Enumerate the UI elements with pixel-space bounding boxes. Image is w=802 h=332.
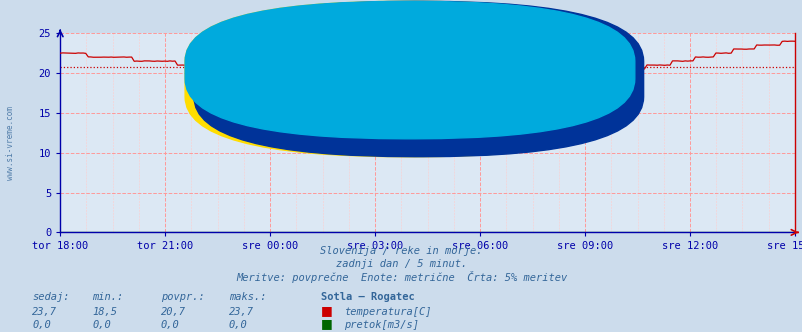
Text: 18,5: 18,5 — [92, 307, 117, 317]
Text: www.si-vreme.com: www.si-vreme.com — [286, 126, 568, 152]
Text: 0,0: 0,0 — [229, 320, 247, 330]
Text: 0,0: 0,0 — [160, 320, 179, 330]
Text: min.:: min.: — [92, 292, 124, 302]
Text: Meritve: povprečne  Enote: metrične  Črta: 5% meritev: Meritve: povprečne Enote: metrične Črta:… — [236, 271, 566, 283]
Text: pretok[m3/s]: pretok[m3/s] — [343, 320, 418, 330]
Text: 23,7: 23,7 — [32, 307, 57, 317]
Text: Slovenija / reke in morje.: Slovenija / reke in morje. — [320, 246, 482, 256]
Text: Sotla – Rogatec: Sotla – Rogatec — [321, 292, 415, 302]
Text: ■: ■ — [321, 317, 333, 330]
Title: Sotla - Rogatec: Sotla - Rogatec — [362, 16, 492, 31]
Text: maks.:: maks.: — [229, 292, 266, 302]
Text: sedaj:: sedaj: — [32, 292, 70, 302]
Text: www.si-vreme.com: www.si-vreme.com — [6, 106, 15, 180]
Text: zadnji dan / 5 minut.: zadnji dan / 5 minut. — [335, 259, 467, 269]
Text: temperatura[C]: temperatura[C] — [343, 307, 431, 317]
FancyBboxPatch shape — [185, 1, 634, 139]
Text: 20,7: 20,7 — [160, 307, 185, 317]
FancyBboxPatch shape — [185, 1, 634, 157]
Text: povpr.:: povpr.: — [160, 292, 204, 302]
Text: ■: ■ — [321, 304, 333, 317]
FancyBboxPatch shape — [194, 1, 643, 157]
Text: 23,7: 23,7 — [229, 307, 253, 317]
Text: 0,0: 0,0 — [92, 320, 111, 330]
Text: 0,0: 0,0 — [32, 320, 51, 330]
